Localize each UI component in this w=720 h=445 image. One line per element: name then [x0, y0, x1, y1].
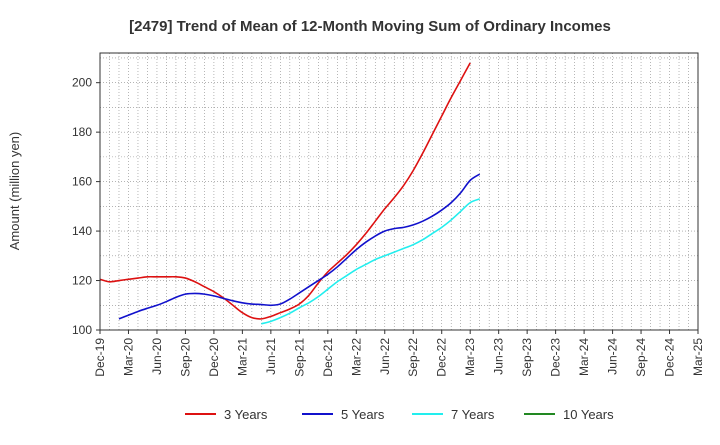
chart: [2479] Trend of Mean of 12-Month Moving … [0, 0, 720, 440]
x-tick-label: Dec-24 [663, 338, 677, 377]
x-tick-label: Dec-19 [93, 338, 107, 377]
x-tick-label: Jun-22 [378, 338, 392, 375]
y-ticks: 100 120 140 160 180 200 [72, 76, 100, 337]
series-line-5-years [119, 174, 480, 319]
series-line-3-years [100, 63, 470, 319]
x-tick-label: Jun-21 [264, 338, 278, 375]
x-tick-label: Dec-23 [549, 338, 563, 377]
x-ticks: Dec-19 Mar-20 Jun-20 Sep-20 Dec-20 Mar-21 Jun-… [93, 330, 705, 377]
legend-label-7-years: 7 Years [451, 407, 495, 422]
x-tick-label: Dec-20 [207, 338, 221, 377]
x-tick-label: Mar-23 [463, 338, 477, 376]
legend-label-5-years: 5 Years [341, 407, 385, 422]
x-tick-label: Sep-21 [292, 338, 306, 377]
x-tick-label: Mar-20 [121, 338, 135, 376]
x-tick-label: Dec-21 [321, 338, 335, 377]
x-tick-label: Jun-20 [150, 338, 164, 375]
y-tick-label: 200 [72, 76, 92, 90]
x-tick-label: Jun-23 [492, 338, 506, 375]
legend-label-3-years: 3 Years [224, 407, 268, 422]
chart-svg: [2479] Trend of Mean of 12-Month Moving … [0, 0, 720, 440]
y-tick-label: 120 [72, 274, 92, 288]
y-tick-label: 160 [72, 175, 92, 189]
x-tick-label: Mar-22 [349, 338, 363, 376]
x-tick-label: Sep-20 [178, 338, 192, 377]
y-axis-label: Amount (million yen) [7, 132, 22, 251]
legend-label-10-years: 10 Years [563, 407, 614, 422]
x-tick-label: Sep-23 [520, 338, 534, 377]
x-tick-label: Mar-24 [577, 338, 591, 376]
x-tick-label: Dec-22 [435, 338, 449, 377]
y-tick-label: 180 [72, 125, 92, 139]
legend: 3 Years 5 Years 7 Years 10 Years [185, 407, 614, 422]
x-tick-label: Jun-24 [606, 338, 620, 375]
x-tick-label: Mar-21 [235, 338, 249, 376]
y-tick-label: 140 [72, 224, 92, 238]
x-tick-label: Sep-22 [406, 338, 420, 377]
x-tick-label: Sep-24 [634, 338, 648, 377]
y-tick-label: 100 [72, 323, 92, 337]
x-tick-label: Mar-25 [691, 338, 705, 376]
chart-title: [2479] Trend of Mean of 12-Month Moving … [129, 18, 611, 35]
